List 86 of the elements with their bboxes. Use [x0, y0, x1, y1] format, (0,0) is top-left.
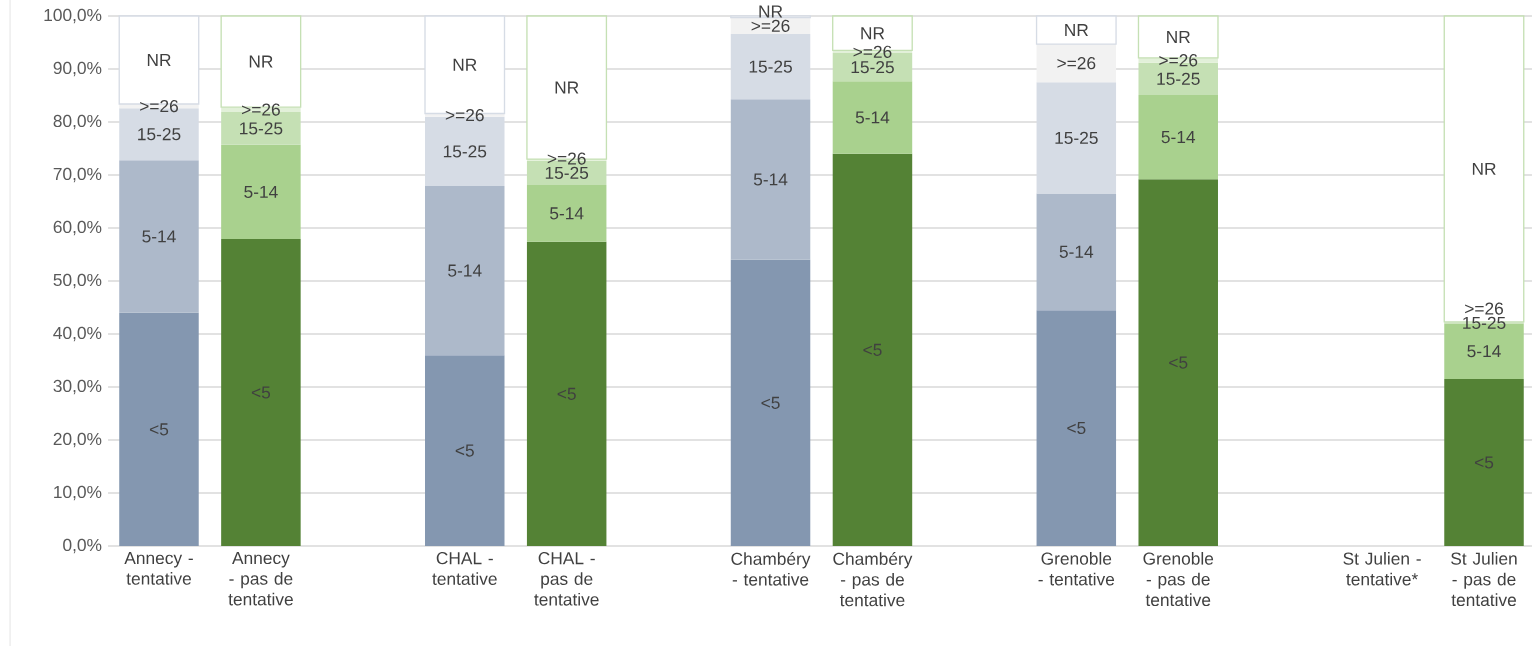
bar — [526, 185, 607, 242]
y-tick-label: 30,0% — [53, 379, 102, 395]
text: 15-25 — [749, 60, 792, 73]
x-tick-label: Annecy - pas de tentative — [228, 552, 293, 606]
bar — [1036, 44, 1117, 83]
text: NR — [453, 58, 477, 71]
text: NR — [555, 81, 579, 94]
x-tick-label: Grenoble - pas de tentative — [1143, 552, 1214, 607]
series-label: 5-14 — [1467, 345, 1501, 358]
bar — [730, 259, 811, 546]
text: >=26 — [751, 19, 790, 32]
text: 5-14 — [142, 230, 176, 243]
text: 5-14 — [550, 207, 584, 220]
bar — [221, 239, 301, 546]
text: <5 — [455, 444, 474, 457]
y-tick-label: 70,0% — [53, 167, 102, 183]
text: 15-25 — [443, 145, 487, 158]
text: >=26 — [853, 45, 892, 58]
text: NR — [1472, 162, 1496, 175]
bar — [832, 153, 913, 546]
text: >=26 — [445, 108, 484, 122]
text: 15-25 — [1157, 72, 1200, 85]
text: >=26 — [1159, 54, 1198, 67]
bar — [425, 355, 505, 546]
text: <5 — [1169, 356, 1188, 369]
text: 15-25 — [240, 122, 283, 135]
text: <5 — [1474, 456, 1494, 469]
x-tick-label: Chambéry - pas de tentative — [833, 552, 913, 607]
text: >=26 — [242, 103, 280, 116]
text: 15-25 — [1055, 131, 1098, 145]
y-tick-label: 0,0% — [63, 538, 102, 554]
text: NR — [861, 27, 885, 40]
text: NR — [1065, 24, 1089, 36]
x-tick-label: CHAL - pas de tentative — [534, 552, 599, 606]
text: NR — [249, 55, 273, 68]
text: 15-25 — [545, 166, 589, 180]
x-tick-label: CHAL - tentative — [432, 552, 497, 585]
text: 5-14 — [448, 264, 482, 277]
series-label: <5 — [863, 343, 882, 356]
bar — [1036, 193, 1117, 311]
text: 5-14 — [753, 173, 788, 186]
series-label: >=26 — [547, 152, 586, 165]
series-label: 15-25 — [1463, 316, 1506, 329]
text: >=26 — [1465, 302, 1504, 315]
text: NR — [147, 54, 171, 66]
series-label: NR — [759, 5, 783, 18]
y-tick-label: 20,0% — [53, 432, 102, 448]
bar — [1138, 179, 1218, 546]
text: <5 — [149, 423, 169, 436]
text: <5 — [1067, 422, 1086, 435]
x-tick-label: St Julien - tentative* — [1343, 552, 1421, 586]
bar — [526, 241, 607, 546]
bar — [119, 160, 199, 313]
y-tick-label: 50,0% — [53, 273, 102, 289]
x-tick-label: Annecy - tentative — [124, 552, 193, 585]
bar — [119, 312, 199, 546]
text: 5-14 — [855, 111, 890, 124]
text: NR — [1167, 30, 1190, 43]
text: 5-14 — [1059, 245, 1094, 258]
bar — [1036, 310, 1117, 546]
x-tick-label: Grenoble - tentative — [1038, 552, 1115, 586]
text: >=26 — [1057, 57, 1096, 70]
bar — [730, 99, 811, 260]
y-tick-label: 40,0% — [53, 326, 102, 342]
bar — [425, 186, 505, 356]
text: 5-14 — [1161, 131, 1196, 144]
bar — [221, 144, 301, 240]
x-tick-label: Chambéry - tentative — [731, 552, 811, 586]
text: <5 — [557, 387, 576, 400]
bar — [1036, 82, 1117, 194]
y-tick-label: 80,0% — [53, 114, 102, 130]
x-tick-label: St Julien - pas de tentative — [1451, 552, 1517, 607]
text: 15-25 — [138, 128, 181, 141]
bar — [730, 34, 811, 100]
text: 15-25 — [851, 61, 894, 74]
bar — [1444, 379, 1524, 546]
text: <5 — [251, 386, 271, 399]
bar — [832, 81, 913, 154]
text: 5-14 — [244, 185, 278, 198]
y-tick-label: 60,0% — [53, 220, 102, 236]
bar — [1138, 94, 1218, 180]
text: >=26 — [140, 99, 178, 113]
y-tick-label: 90,0% — [53, 61, 102, 77]
y-tick-label: 10,0% — [54, 485, 102, 501]
y-tick-label: 100,0% — [44, 8, 102, 24]
text: <5 — [761, 396, 780, 409]
